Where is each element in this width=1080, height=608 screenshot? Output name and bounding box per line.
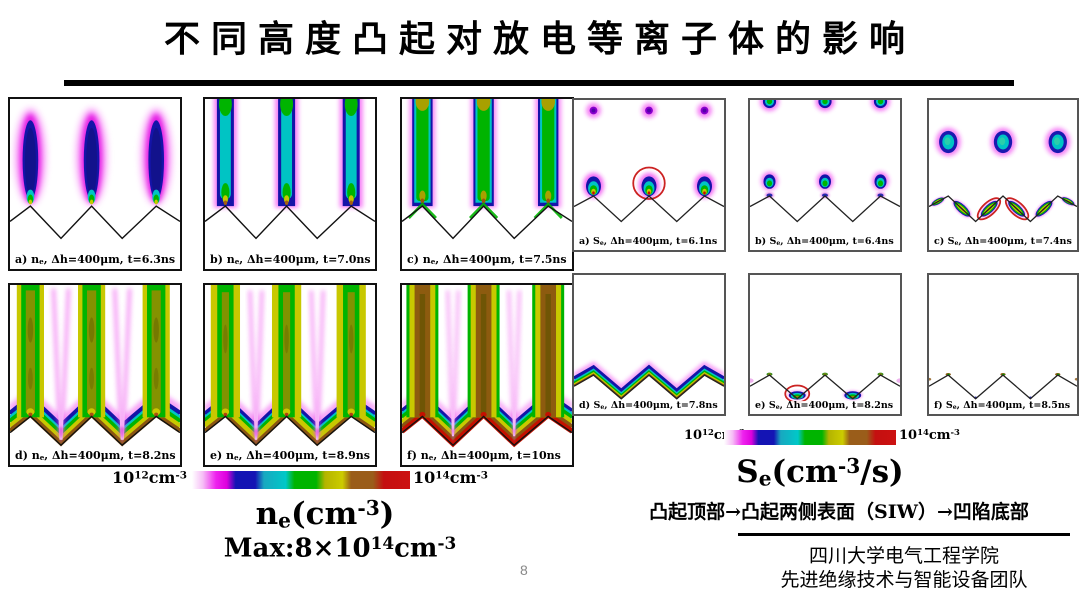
- se-a-contour-plot: [574, 100, 724, 250]
- panel-se-d: d) Se, Δh=400μm, t=7.8ns: [572, 273, 726, 416]
- panel-label: b) ne, Δh=400μm, t=7.0ns: [208, 253, 373, 267]
- se-colorbar-max-label: 1014cm-3: [899, 427, 960, 443]
- se-d-contour-plot: [574, 360, 724, 414]
- panel-ne-f: f) ne, Δh=400μm, t=10ns: [400, 283, 574, 467]
- ne-c-contour-plot: [402, 99, 572, 269]
- panel-ne-d: d) ne, Δh=400μm, t=8.2ns: [8, 283, 182, 467]
- panel-ne-b: b) ne, Δh=400μm, t=7.0ns: [203, 97, 377, 271]
- title-underline: [64, 80, 1014, 86]
- panel-label: d) Se, Δh=400μm, t=7.8ns: [577, 399, 720, 411]
- panel-label: d) ne, Δh=400μm, t=8.2ns: [13, 449, 178, 463]
- panel-label: a) Se, Δh=400μm, t=6.1ns: [577, 235, 720, 247]
- page-number: 8: [520, 562, 528, 578]
- panel-se-f: f) Se, Δh=400μm, t=8.5ns: [927, 273, 1079, 416]
- ne-f-contour-plot: [402, 285, 572, 448]
- ne-colorbar-max-label: 1014cm-3: [413, 468, 488, 487]
- panel-label: f) Se, Δh=400μm, t=8.5ns: [932, 399, 1073, 411]
- panel-ne-e: e) ne, Δh=400μm, t=8.9ns: [203, 283, 377, 467]
- affiliation-line2: 先进绝缘技术与智能设备团队: [780, 569, 1028, 591]
- se-f-contour-plot: [929, 372, 1077, 414]
- ne-a-contour-plot: [10, 99, 180, 269]
- affiliation-line1: 四川大学电气工程学院: [808, 545, 999, 567]
- ne-colorbar: [192, 471, 410, 489]
- se-b-contour-plot: [750, 100, 900, 250]
- panel-se-c: c) Se, Δh=400μm, t=7.4ns: [927, 98, 1079, 252]
- panel-label: a) ne, Δh=400μm, t=6.3ns: [13, 253, 178, 267]
- panel-label: c) Se, Δh=400μm, t=7.4ns: [932, 235, 1074, 247]
- panel-label: e) ne, Δh=400μm, t=8.9ns: [208, 449, 372, 463]
- ne-d-contour-plot: [10, 285, 180, 465]
- red-circle-annotation: [632, 166, 666, 200]
- panel-label: c) ne, Δh=400μm, t=7.5ns: [405, 253, 569, 267]
- panel-se-e: e) Se, Δh=400μm, t=8.2ns: [748, 273, 902, 416]
- mechanism-note: 凸起顶部→凸起两侧表面（SIW）→凹陷底部: [649, 501, 1029, 523]
- panel-se-b: b) Se, Δh=400μm, t=6.4ns: [748, 98, 902, 252]
- slide-title: 不同高度凸起对放电等离子体的影响: [163, 18, 916, 60]
- ne-e-contour-plot: [205, 285, 375, 465]
- se-caption: Se(cm-3/s): [736, 454, 904, 491]
- panel-label: e) Se, Δh=400μm, t=8.2ns: [753, 399, 896, 411]
- panel-ne-a: a) ne, Δh=400μm, t=6.3ns: [8, 97, 182, 271]
- footer-divider: [738, 533, 1070, 536]
- panel-label: f) ne, Δh=400μm, t=10ns: [405, 449, 563, 463]
- panel-se-a: a) Se, Δh=400μm, t=6.1ns: [572, 98, 726, 252]
- ne-colorbar-min-label: 1012cm-3: [112, 468, 187, 487]
- ne-caption: ne(cm-3): [255, 496, 395, 533]
- se-c-contour-plot: [929, 100, 1077, 250]
- ne-max-label: Max:8×1014cm-3: [223, 533, 457, 564]
- se-e-contour-plot: [750, 372, 900, 404]
- panel-label: b) Se, Δh=400μm, t=6.4ns: [753, 235, 896, 247]
- se-colorbar: [724, 430, 896, 445]
- ne-b-contour-plot: [205, 99, 375, 269]
- panel-ne-c: c) ne, Δh=400μm, t=7.5ns: [400, 97, 574, 271]
